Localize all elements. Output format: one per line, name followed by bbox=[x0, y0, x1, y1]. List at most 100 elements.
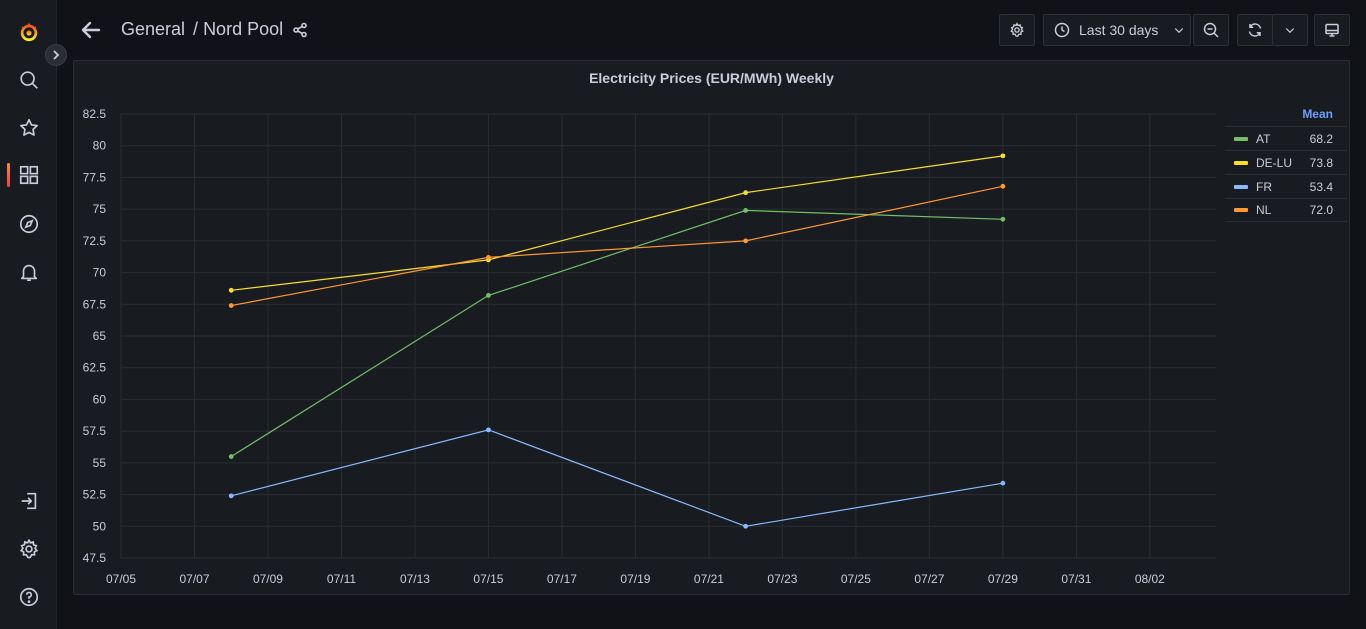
breadcrumb-separator: / bbox=[193, 19, 199, 39]
legend-swatch bbox=[1234, 136, 1248, 141]
graph-panel: Electricity Prices (EUR/MWh) Weekly 47.5… bbox=[73, 60, 1350, 595]
series-line-nl bbox=[231, 185, 1004, 307]
y-tick-label: 60 bbox=[93, 392, 107, 406]
breadcrumb-folder[interactable]: General bbox=[121, 19, 186, 39]
x-tick-label: 07/29 bbox=[988, 572, 1018, 586]
legend: Mean AT 68.2 DE-LU 73.8 FR 53.4 NL 72.0 bbox=[1225, 106, 1347, 222]
data-point-fr bbox=[228, 493, 234, 499]
refresh-interval-dropdown[interactable] bbox=[1272, 14, 1308, 46]
configuration-icon[interactable] bbox=[0, 529, 57, 569]
dashboards-icon[interactable] bbox=[0, 155, 57, 195]
y-tick-label: 62.5 bbox=[83, 361, 107, 375]
share-dashboard-button[interactable] bbox=[292, 22, 308, 38]
legend-series-name: AT bbox=[1256, 131, 1271, 146]
x-tick-label: 07/27 bbox=[914, 572, 944, 586]
sidebar-expand-button[interactable] bbox=[45, 44, 67, 66]
y-tick-label: 57.5 bbox=[83, 424, 107, 438]
breadcrumb-dashboard[interactable]: Nord Pool bbox=[203, 19, 284, 39]
search-icon bbox=[19, 71, 38, 89]
x-tick-label: 07/13 bbox=[400, 572, 430, 586]
data-point-nl bbox=[228, 303, 234, 308]
alerting-icon[interactable] bbox=[0, 252, 57, 292]
starred-icon[interactable] bbox=[0, 108, 57, 148]
arrow-left-icon bbox=[81, 21, 101, 39]
legend-series-name: DE-LU bbox=[1256, 155, 1293, 170]
x-tick-label: 07/19 bbox=[620, 572, 650, 586]
cog-icon bbox=[1010, 22, 1024, 38]
bell-icon bbox=[20, 264, 37, 282]
legend-swatch bbox=[1234, 184, 1248, 189]
y-tick-label: 80 bbox=[93, 139, 107, 153]
time-range-label: Last 30 days bbox=[1079, 22, 1159, 38]
data-point-at bbox=[228, 454, 234, 459]
question-icon bbox=[19, 587, 38, 607]
top-navigation: General / Nord Pool Last 30 days bbox=[57, 0, 1366, 60]
chevron-down-icon bbox=[1175, 28, 1184, 34]
time-range-picker[interactable]: Last 30 days bbox=[1043, 14, 1191, 46]
legend-item-de-lu[interactable]: DE-LU 73.8 bbox=[1225, 150, 1347, 174]
x-tick-label: 08/02 bbox=[1135, 572, 1165, 586]
x-tick-label: 07/09 bbox=[253, 572, 283, 586]
x-tick-label: 07/17 bbox=[547, 572, 577, 586]
data-point-fr bbox=[486, 427, 491, 433]
x-tick-label: 07/11 bbox=[327, 572, 356, 586]
x-tick-label: 07/23 bbox=[767, 572, 797, 586]
zoom-out-icon bbox=[1203, 22, 1219, 38]
x-tick-label: 07/05 bbox=[106, 572, 136, 586]
star-icon bbox=[19, 118, 38, 136]
data-point-nl bbox=[486, 254, 491, 260]
sync-icon bbox=[1248, 23, 1262, 37]
search-icon[interactable] bbox=[0, 60, 57, 100]
data-point-at bbox=[1000, 216, 1006, 222]
x-tick-label: 07/21 bbox=[694, 572, 724, 586]
legend-mean-value: 73.8 bbox=[1309, 155, 1333, 170]
data-point-de-lu bbox=[228, 287, 234, 293]
x-tick-label: 07/15 bbox=[473, 572, 503, 586]
sign-in-icon[interactable] bbox=[0, 481, 57, 521]
legend-series-name: FR bbox=[1256, 179, 1272, 194]
series-line-de-lu bbox=[231, 155, 1003, 291]
dashboards-icon bbox=[19, 165, 38, 185]
legend-item-fr[interactable]: FR 53.4 bbox=[1225, 174, 1347, 198]
data-point-fr bbox=[743, 523, 749, 529]
x-tick-label: 07/07 bbox=[179, 572, 209, 586]
legend-header-mean[interactable]: Mean bbox=[1302, 107, 1333, 121]
chevron-down-icon bbox=[1285, 28, 1295, 34]
grafana-logo-icon[interactable] bbox=[0, 12, 57, 52]
legend-item-nl[interactable]: NL 72.0 bbox=[1225, 198, 1347, 222]
legend-item-at[interactable]: AT 68.2 bbox=[1225, 126, 1347, 150]
zoom-out-button[interactable] bbox=[1193, 14, 1229, 46]
refresh-button[interactable] bbox=[1237, 14, 1273, 46]
legend-swatch bbox=[1234, 208, 1248, 212]
y-tick-label: 77.5 bbox=[83, 170, 107, 184]
legend-mean-value: 68.2 bbox=[1309, 131, 1333, 146]
y-tick-label: 55 bbox=[93, 456, 107, 470]
x-tick-label: 07/31 bbox=[1061, 572, 1091, 586]
explore-icon[interactable] bbox=[0, 204, 57, 244]
view-mode-button[interactable] bbox=[1314, 14, 1350, 46]
monitor-icon bbox=[1325, 23, 1339, 37]
data-point-fr bbox=[1000, 480, 1006, 486]
back-button[interactable] bbox=[77, 16, 105, 44]
y-tick-label: 67.5 bbox=[83, 297, 107, 311]
dashboard-settings-button[interactable] bbox=[999, 14, 1035, 46]
data-point-de-lu bbox=[1000, 153, 1006, 159]
grafana-logo-icon bbox=[20, 22, 37, 42]
panel-title[interactable]: Electricity Prices (EUR/MWh) Weekly bbox=[589, 70, 834, 86]
y-tick-label: 65 bbox=[93, 329, 107, 343]
legend-mean-value: 72.0 bbox=[1309, 203, 1333, 217]
x-tick-label: 07/25 bbox=[841, 572, 871, 586]
series-line-fr bbox=[231, 429, 1003, 527]
clock-icon bbox=[1054, 22, 1070, 38]
help-icon[interactable] bbox=[0, 577, 57, 617]
legend-swatch bbox=[1234, 160, 1248, 165]
active-indicator bbox=[7, 163, 10, 187]
y-tick-label: 70 bbox=[93, 266, 107, 280]
y-tick-label: 52.5 bbox=[83, 488, 107, 502]
series-line-at bbox=[230, 209, 1003, 458]
chevron-right-icon bbox=[53, 50, 60, 60]
share-icon bbox=[293, 22, 307, 37]
line-chart[interactable]: 47.5 50 52.5 55 57.5 60 62.5 65 67.5 70 72.5 75 77.5… bbox=[74, 61, 1224, 594]
y-tick-label: 72.5 bbox=[83, 234, 107, 248]
y-tick-label: 82.5 bbox=[83, 107, 107, 121]
